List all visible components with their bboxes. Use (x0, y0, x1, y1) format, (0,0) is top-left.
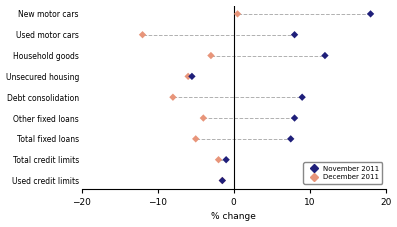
November 2011 (299, 95, 305, 99)
December 2011 (200, 116, 206, 120)
December 2011 (208, 54, 214, 57)
December 2011 (139, 33, 146, 37)
Legend: November 2011, December 2011: November 2011, December 2011 (303, 162, 382, 184)
November 2011 (291, 33, 298, 37)
November 2011 (223, 158, 229, 162)
December 2011 (219, 179, 225, 182)
X-axis label: % change: % change (211, 212, 256, 222)
November 2011 (322, 54, 328, 57)
December 2011 (170, 95, 176, 99)
November 2011 (219, 179, 225, 182)
December 2011 (234, 12, 241, 16)
November 2011 (367, 12, 374, 16)
November 2011 (189, 74, 195, 78)
December 2011 (193, 137, 199, 141)
November 2011 (287, 137, 294, 141)
December 2011 (185, 74, 191, 78)
December 2011 (215, 158, 222, 162)
November 2011 (291, 116, 298, 120)
